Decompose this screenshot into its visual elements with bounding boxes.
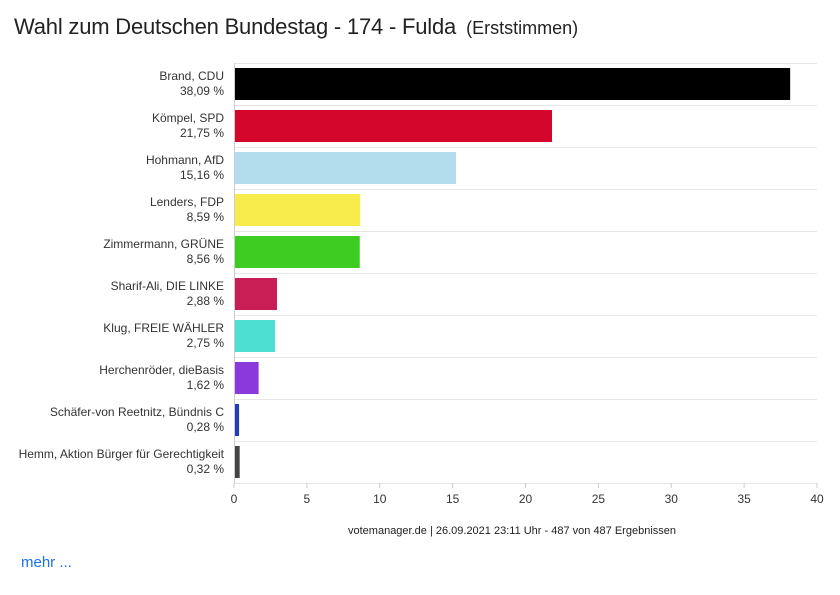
value-label: 0,28 % bbox=[187, 420, 225, 434]
chart-title: Wahl zum Deutschen Bundestag - 174 - Ful… bbox=[14, 14, 578, 40]
bar-5 bbox=[235, 236, 360, 268]
category-label: Herchenröder, dieBasis bbox=[99, 363, 224, 377]
category-label: Hemm, Aktion Bürger für Gerechtigkeit bbox=[19, 447, 225, 461]
value-label: 38,09 % bbox=[180, 84, 224, 98]
category-label: Lenders, FDP bbox=[150, 195, 224, 209]
more-link[interactable]: mehr ... bbox=[21, 554, 72, 571]
value-label: 2,75 % bbox=[187, 336, 225, 350]
bar-8 bbox=[235, 362, 259, 394]
bar-6 bbox=[235, 278, 277, 310]
value-label: 15,16 % bbox=[180, 168, 224, 182]
bar-9 bbox=[235, 404, 240, 436]
bar-10 bbox=[235, 446, 240, 478]
category-label: Klug, FREIE WÄHLER bbox=[103, 321, 224, 335]
bar-1 bbox=[235, 68, 791, 100]
bar-4 bbox=[235, 194, 361, 226]
x-tick-label: 40 bbox=[810, 492, 824, 506]
category-label: Hohmann, AfD bbox=[146, 153, 224, 167]
x-tick-label: 25 bbox=[592, 492, 606, 506]
chart-credit: votemanager.de | 26.09.2021 23:11 Uhr - … bbox=[348, 525, 676, 537]
x-tick-label: 15 bbox=[446, 492, 460, 506]
x-tick-label: 10 bbox=[373, 492, 387, 506]
x-tick-label: 5 bbox=[304, 492, 311, 506]
x-tick-label: 30 bbox=[665, 492, 679, 506]
bar-7 bbox=[235, 320, 276, 352]
category-label: Kömpel, SPD bbox=[152, 111, 224, 125]
x-tick-label: 20 bbox=[519, 492, 533, 506]
x-tick-label: 35 bbox=[737, 492, 751, 506]
category-label: Zimmermann, GRÜNE bbox=[103, 237, 224, 251]
bar-2 bbox=[235, 110, 553, 142]
category-label: Schäfer-von Reetnitz, Bündnis C bbox=[50, 405, 224, 419]
value-label: 8,56 % bbox=[187, 252, 225, 266]
value-label: 1,62 % bbox=[187, 378, 225, 392]
value-label: 8,59 % bbox=[187, 210, 225, 224]
x-tick-label: 0 bbox=[231, 492, 238, 506]
chart-title-sub: (Erststimmen) bbox=[466, 18, 579, 38]
bar-3 bbox=[235, 152, 456, 184]
value-label: 2,88 % bbox=[187, 294, 225, 308]
chart-title-main: Wahl zum Deutschen Bundestag - 174 - Ful… bbox=[14, 14, 457, 39]
value-label: 21,75 % bbox=[180, 126, 224, 140]
category-label: Brand, CDU bbox=[159, 69, 224, 83]
value-label: 0,32 % bbox=[187, 462, 225, 476]
category-label: Sharif-Ali, DIE LINKE bbox=[111, 279, 224, 293]
